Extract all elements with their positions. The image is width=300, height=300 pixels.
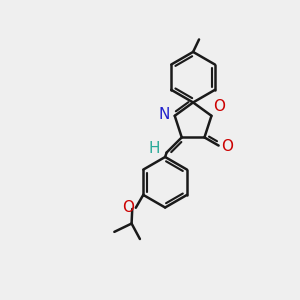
Text: H: H: [148, 142, 160, 157]
Text: N: N: [159, 107, 170, 122]
Text: O: O: [221, 139, 233, 154]
Text: O: O: [122, 200, 134, 215]
Text: O: O: [214, 99, 226, 114]
